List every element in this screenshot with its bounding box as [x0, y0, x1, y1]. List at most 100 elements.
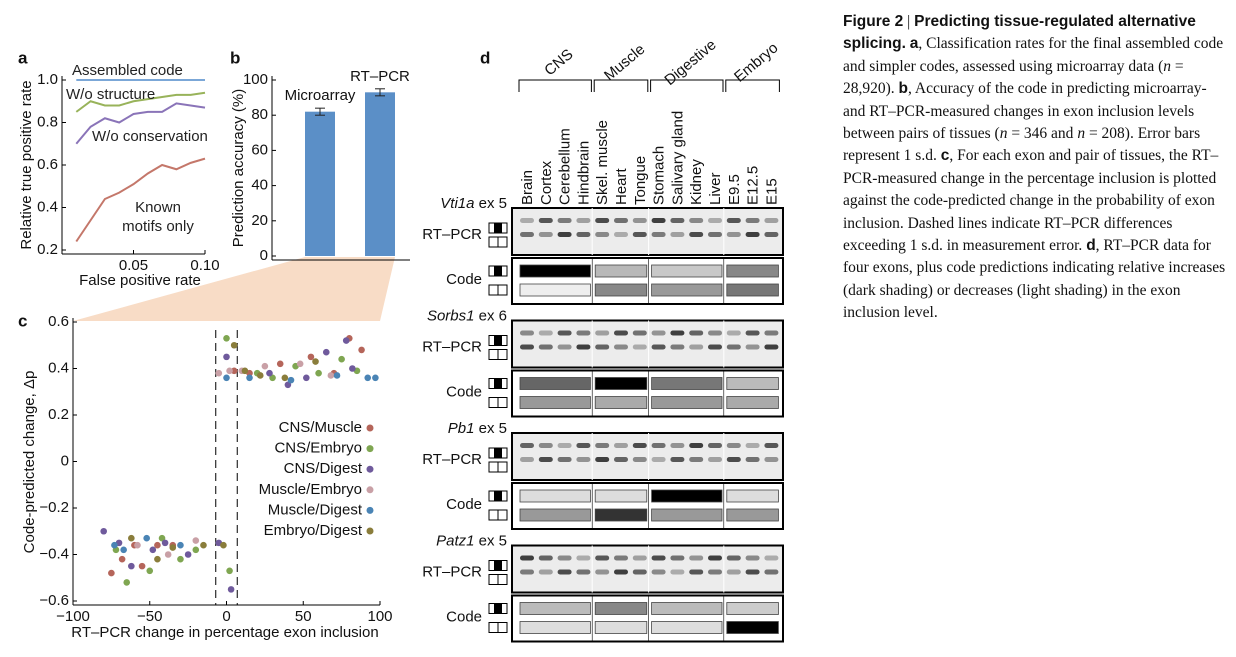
exon-icon-core: [494, 603, 502, 614]
code-box: [726, 602, 779, 615]
point: [169, 544, 177, 551]
code-box: [519, 283, 591, 297]
y-tick-label: 40: [251, 177, 268, 194]
bar: [305, 111, 335, 257]
gel-band: [614, 555, 628, 561]
gel-band: [520, 457, 534, 462]
point: [246, 374, 253, 382]
row-label: RT–PCR: [422, 451, 482, 468]
point: [220, 541, 227, 549]
gel-band: [708, 569, 722, 575]
point: [223, 353, 230, 361]
exon-icon: [488, 622, 499, 633]
y-tick-label: 0.2: [48, 406, 69, 423]
y-tick-label: 0.4: [48, 359, 69, 376]
caption-text: , For each exon and pair of tissues, the…: [843, 147, 1219, 255]
point: [164, 551, 172, 558]
exon-icon: [488, 284, 499, 296]
code-box: [594, 283, 648, 297]
legend-marker: [366, 424, 374, 432]
gel-band: [520, 569, 534, 575]
gel-band: [595, 232, 610, 237]
point: [161, 539, 169, 547]
x-tick-label: 0.05: [119, 257, 148, 274]
gene-name: Patz1: [436, 532, 474, 549]
caption-text: b: [898, 80, 909, 98]
y-tick-label: 0: [61, 452, 69, 469]
panel-label: d: [480, 48, 490, 67]
code-box: [594, 489, 648, 503]
bar-label: RT–PCR: [350, 68, 410, 85]
code-box: [726, 283, 779, 297]
gel-band: [764, 555, 779, 561]
gel-band: [614, 330, 628, 336]
gel-band: [538, 569, 553, 575]
zoom-wedge: [73, 257, 395, 321]
code-box: [594, 621, 648, 634]
gel-band: [670, 330, 685, 336]
y-tick-label: −0.2: [39, 499, 69, 516]
gel-band: [538, 555, 553, 561]
code-box: [519, 377, 591, 390]
point: [349, 365, 356, 372]
y-tick-label: 0.4: [37, 198, 58, 215]
code-box: [594, 264, 648, 278]
gel-band: [632, 344, 647, 350]
point: [303, 374, 310, 382]
gel-band: [670, 457, 685, 462]
gene-name: Sorbs1: [427, 307, 475, 324]
series-line: [75, 102, 206, 145]
gel-band: [538, 344, 553, 350]
gel-band: [745, 457, 760, 462]
gel-band: [708, 555, 722, 561]
caption-text: , Classification rates for the final ass…: [843, 35, 1224, 75]
code-box: [519, 621, 591, 634]
row-label: RT–PCR: [422, 563, 482, 580]
gel-band: [576, 344, 591, 350]
gel-band: [689, 443, 704, 448]
x-tick-label: −50: [137, 608, 162, 625]
lane-label: Heart: [613, 167, 630, 205]
gel-band: [670, 443, 685, 448]
legend-marker: [366, 527, 374, 535]
gel-band: [651, 443, 666, 448]
code-box: [651, 489, 723, 503]
gel-band: [726, 330, 741, 336]
exon-icon: [497, 349, 508, 360]
gel-band: [764, 443, 779, 448]
code-box: [651, 621, 723, 634]
gel-band: [614, 232, 628, 237]
exon-number: ex 6: [479, 307, 507, 324]
gel-band: [651, 457, 666, 462]
gel-band: [764, 344, 779, 350]
exon-icon: [488, 574, 499, 585]
gel-image: [511, 432, 784, 481]
code-box: [726, 396, 779, 409]
point: [158, 534, 166, 542]
point: [226, 567, 233, 575]
point: [134, 541, 141, 549]
y-tick-label: 1.0: [37, 71, 58, 88]
series-label: W/o conservation: [92, 128, 208, 145]
exon-number: ex 5: [479, 195, 507, 212]
caption-text: c: [940, 147, 950, 165]
panel-label: a: [18, 48, 28, 67]
point: [230, 367, 238, 375]
lane-label: Liver: [707, 172, 724, 205]
group-bracket: [650, 79, 724, 92]
gel-band: [689, 344, 704, 350]
exon-icon: [488, 461, 499, 473]
gel-band: [764, 330, 779, 336]
point: [266, 369, 273, 377]
gel-band: [670, 344, 685, 350]
gel-band: [651, 232, 666, 237]
gel-band: [557, 457, 572, 462]
point: [149, 546, 157, 554]
point: [281, 374, 289, 382]
gel-band: [557, 555, 572, 561]
gel-band: [632, 457, 647, 462]
point: [154, 541, 161, 549]
gel-band: [595, 569, 610, 575]
exon-icon-core: [494, 223, 502, 233]
point: [192, 546, 200, 554]
